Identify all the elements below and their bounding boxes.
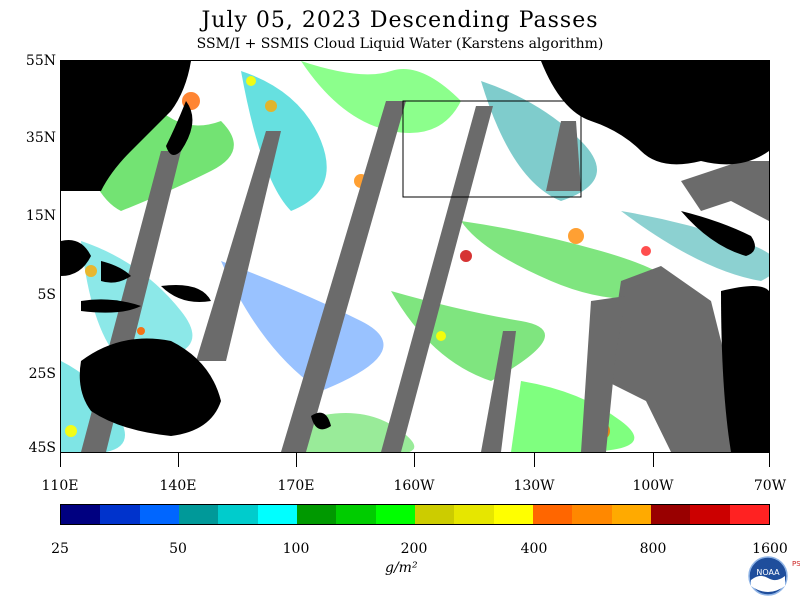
colorbar-label-800: 800: [639, 541, 667, 557]
colorbar-segment: [296, 505, 337, 524]
map-svg: [61, 61, 769, 452]
land-masses: [61, 61, 769, 452]
lon-tick: [60, 453, 61, 467]
noaa-seal-icon: NOAA: [748, 556, 788, 596]
lon-label-170e: 170E: [277, 478, 315, 494]
lat-label-45s: 45S: [28, 440, 56, 456]
colorbar-label-25: 25: [51, 541, 69, 557]
colorbar-segment: [178, 505, 219, 524]
colorbar-segment: [100, 505, 140, 524]
lat-label-35n: 35N: [25, 130, 56, 146]
svg-text:NOAA: NOAA: [756, 568, 780, 577]
colorbar-segment: [690, 505, 730, 524]
colorbar-segment: [218, 505, 258, 524]
colorbar-segment: [414, 505, 455, 524]
lat-label-55n: 55N: [25, 53, 56, 69]
cloud-liquid-water-map: [60, 60, 770, 453]
units-label: g/m²: [385, 560, 418, 576]
colorbar-segment: [532, 505, 573, 524]
colorbar-segment: [611, 505, 651, 524]
lon-tick: [178, 453, 179, 467]
lon-label-160w: 160W: [393, 478, 435, 494]
colorbar-label-1600: 1600: [752, 541, 788, 557]
region-box: [402, 100, 582, 198]
map-title: July 05, 2023 Descending Passes: [201, 8, 599, 33]
colorbar-label-200: 200: [400, 541, 428, 557]
noaa-logo: NOAA: [748, 556, 788, 596]
lon-label-100w: 100W: [632, 478, 674, 494]
lon-tick: [296, 453, 297, 467]
colorbar-segment: [572, 505, 612, 524]
lon-tick: [653, 453, 654, 467]
lon-tick: [534, 453, 535, 467]
lon-tick: [414, 453, 415, 467]
lon-label-140e: 140E: [159, 478, 197, 494]
colorbar-segment: [336, 505, 376, 524]
colorbar-segment: [454, 505, 494, 524]
colorbar-segment: [257, 505, 297, 524]
colorbar-segment: [375, 505, 415, 524]
lon-label-130w: 130W: [513, 478, 555, 494]
color-scale-bar: [60, 504, 770, 525]
colorbar-segment: [61, 505, 101, 524]
colorbar-segment: [139, 505, 179, 524]
map-subtitle: SSM/I + SSMIS Cloud Liquid Water (Karste…: [196, 36, 604, 52]
colorbar-label-50: 50: [169, 541, 187, 557]
lat-label-15n: 15N: [25, 208, 56, 224]
lon-label-110e: 110E: [41, 478, 79, 494]
lat-label-5s: 5S: [37, 287, 57, 303]
colorbar-label-400: 400: [520, 541, 548, 557]
psl-logo-text: PSL: [792, 560, 800, 568]
colorbar-segment: [729, 505, 769, 524]
lat-label-25s: 25S: [28, 366, 56, 382]
colorbar-label-100: 100: [282, 541, 310, 557]
colorbar-segment: [650, 505, 691, 524]
lon-label-70w: 70W: [753, 478, 787, 494]
colorbar-segment: [493, 505, 533, 524]
missing-data-swaths: [81, 101, 769, 452]
lon-tick: [769, 453, 770, 467]
